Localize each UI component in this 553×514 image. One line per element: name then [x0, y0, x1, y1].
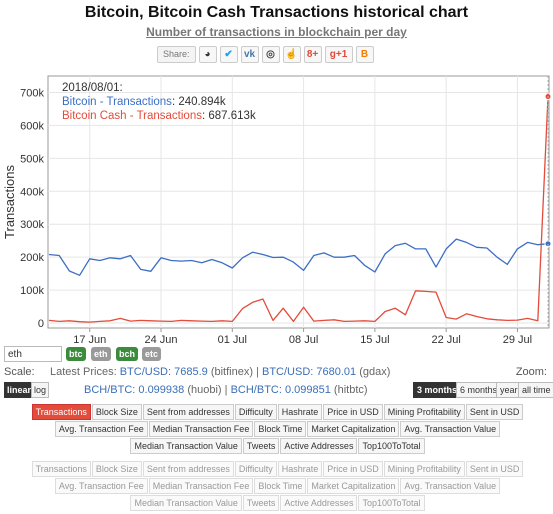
zoom-3-months-button[interactable]: 3 months	[413, 382, 462, 398]
metric-button-median-transaction-value[interactable]: Median Transaction Value	[130, 438, 242, 454]
googleplus-one-icon[interactable]: g+1	[324, 45, 353, 63]
like-icon[interactable]: ☝	[282, 45, 301, 63]
coin-button-etc[interactable]: etc	[142, 347, 162, 361]
scale-label: Scale:	[4, 366, 35, 378]
y-tick-label: 200k	[20, 252, 44, 264]
x-tick-label: 29 Jul	[503, 334, 532, 346]
coin-button-eth[interactable]: eth	[91, 347, 111, 361]
y-tick-label: 700k	[20, 87, 44, 99]
x-tick-label: 17 Jun	[73, 334, 106, 346]
tooltip-bitcoin: Bitcoin - Transactions: 240.894k	[62, 96, 226, 108]
y-tick-label: 500k	[20, 153, 44, 165]
chart-title: Bitcoin, Bitcoin Cash Transactions histo…	[84, 4, 469, 21]
metric-button-top100tototal[interactable]: Top100ToTotal	[358, 495, 425, 511]
metric-button-hashrate[interactable]: Hashrate	[277, 404, 323, 420]
line-chart[interactable]: 0 100k 200k 300k 400k 500k 600k 700k 17 Jun 24 Ju…	[0, 70, 553, 350]
x-tick-label: 22 Jul	[431, 334, 460, 346]
googleplus-icon[interactable]: 8+	[303, 45, 322, 63]
metric-button-median-transaction-fee[interactable]: Median Transaction Fee	[148, 421, 254, 437]
zoom-all-time-button[interactable]: all time	[518, 382, 553, 398]
bch-btc-huobi[interactable]: BCH/BTC: 0.099938	[84, 384, 185, 396]
metric-button-difficulty[interactable]: Difficulty	[234, 404, 277, 420]
y-tick-label: 600k	[20, 120, 44, 132]
metric-button-sent-from-addresses[interactable]: Sent from addresses	[142, 461, 234, 477]
metric-button-block-size[interactable]: Block Size	[91, 461, 142, 477]
zoom-label: Zoom:	[515, 366, 547, 378]
metric-button-block-size[interactable]: Block Size	[91, 404, 142, 420]
metric-button-block-time[interactable]: Block Time	[254, 421, 307, 437]
coin-search-input[interactable]	[4, 346, 62, 362]
metric-button-tweets[interactable]: Tweets	[242, 495, 280, 511]
y-tick-label: 300k	[20, 219, 44, 231]
share-bar: Share: ◕ ✔ vk ◎ ☝ 8+ g+1 B	[157, 44, 374, 64]
y-axis-label: Transactions	[2, 165, 17, 239]
metric-button-median-transaction-fee[interactable]: Median Transaction Fee	[148, 478, 254, 494]
x-tick-label: 15 Jul	[360, 334, 389, 346]
metric-button-active-addresses[interactable]: Active Addresses	[280, 495, 358, 511]
metric-button-avg-transaction-value[interactable]: Avg. Transaction Value	[400, 478, 501, 494]
metric-button-market-capitalization[interactable]: Market Capitalization	[307, 478, 400, 494]
metric-button-transactions[interactable]: Transactions	[31, 404, 91, 420]
metric-button-sent-from-addresses[interactable]: Sent from addresses	[142, 404, 234, 420]
x-tick-label: 24 Jun	[145, 334, 178, 346]
coin-button-bch[interactable]: bch	[116, 347, 139, 361]
reddit-icon[interactable]: ◕	[198, 45, 217, 63]
share-label: Share:	[157, 45, 196, 63]
metric-button-mining-profitability[interactable]: Mining Profitability	[383, 404, 465, 420]
metric-buttons-group-secondary: Transactions Block Size Sent from addresse…	[8, 461, 548, 512]
plot-area	[47, 75, 550, 329]
blogger-icon[interactable]: B	[355, 45, 374, 63]
x-tick-label: 08 Jul	[289, 334, 318, 346]
scale-linear-button[interactable]: linear	[4, 382, 35, 398]
metric-button-tweets[interactable]: Tweets	[242, 438, 280, 454]
bch-btc-hitbtc[interactable]: BCH/BTC: 0.099851	[230, 384, 331, 396]
btc-usd-gdax[interactable]: BTC/USD: 7680.01	[261, 366, 357, 378]
metric-button-avg-transaction-fee[interactable]: Avg. Transaction Fee	[54, 421, 148, 437]
zoom-6-months-button[interactable]: 6 months	[456, 382, 502, 398]
metric-button-sent-in-usd[interactable]: Sent in USD	[465, 461, 524, 477]
metric-button-hashrate[interactable]: Hashrate	[277, 461, 323, 477]
weibo-icon[interactable]: ◎	[261, 45, 280, 63]
metric-button-mining-profitability[interactable]: Mining Profitability	[383, 461, 465, 477]
y-tick-label: 100k	[20, 285, 44, 297]
scale-log-button[interactable]: log	[31, 382, 50, 398]
vk-icon[interactable]: vk	[240, 45, 259, 63]
metric-button-avg-transaction-fee[interactable]: Avg. Transaction Fee	[54, 478, 148, 494]
chart-subtitle[interactable]: Number of transactions in blockchain per…	[146, 25, 407, 39]
y-tick-label: 0	[38, 318, 44, 330]
metric-button-top100tototal[interactable]: Top100ToTotal	[358, 438, 425, 454]
latest-prices-line1: Latest Prices: BTC/USD: 7685.9 (bitfinex…	[50, 366, 391, 378]
y-tick-label: 400k	[20, 186, 44, 198]
series-line-bitcoin	[48, 238, 549, 276]
metric-button-sent-in-usd[interactable]: Sent in USD	[465, 404, 524, 420]
tooltip-date: 2018/08/01:	[62, 82, 123, 94]
coin-button-btc[interactable]: btc	[66, 347, 86, 361]
series-line-bitcoin-cash	[48, 96, 549, 323]
x-tick-label: 01 Jul	[218, 334, 247, 346]
metric-button-price-in-usd[interactable]: Price in USD	[323, 404, 383, 420]
metric-button-price-in-usd[interactable]: Price in USD	[323, 461, 383, 477]
metric-button-difficulty[interactable]: Difficulty	[234, 461, 277, 477]
metric-button-market-capitalization[interactable]: Market Capitalization	[307, 421, 400, 437]
metric-button-active-addresses[interactable]: Active Addresses	[280, 438, 358, 454]
metric-button-transactions[interactable]: Transactions	[31, 461, 91, 477]
btc-usd-bitfinex[interactable]: BTC/USD: 7685.9	[119, 366, 208, 378]
metric-buttons-group: Transactions Block Size Sent from addresse…	[8, 404, 548, 455]
latest-prices-line2: BCH/BTC: 0.099938 (huobi) | BCH/BTC: 0.0…	[84, 384, 368, 396]
tooltip-bitcoin-cash: Bitcoin Cash - Transactions: 687.613k	[62, 110, 256, 122]
twitter-icon[interactable]: ✔	[219, 45, 238, 63]
metric-button-median-transaction-value[interactable]: Median Transaction Value	[130, 495, 242, 511]
metric-button-avg-transaction-value[interactable]: Avg. Transaction Value	[400, 421, 501, 437]
metric-button-block-time[interactable]: Block Time	[254, 478, 307, 494]
